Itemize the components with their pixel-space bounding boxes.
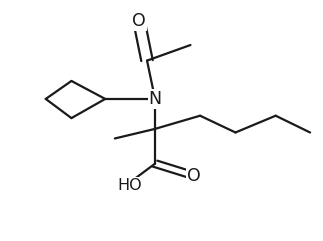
Text: O: O [187,167,201,185]
Text: N: N [149,90,162,108]
Text: O: O [132,12,146,30]
Text: HO: HO [117,178,142,193]
